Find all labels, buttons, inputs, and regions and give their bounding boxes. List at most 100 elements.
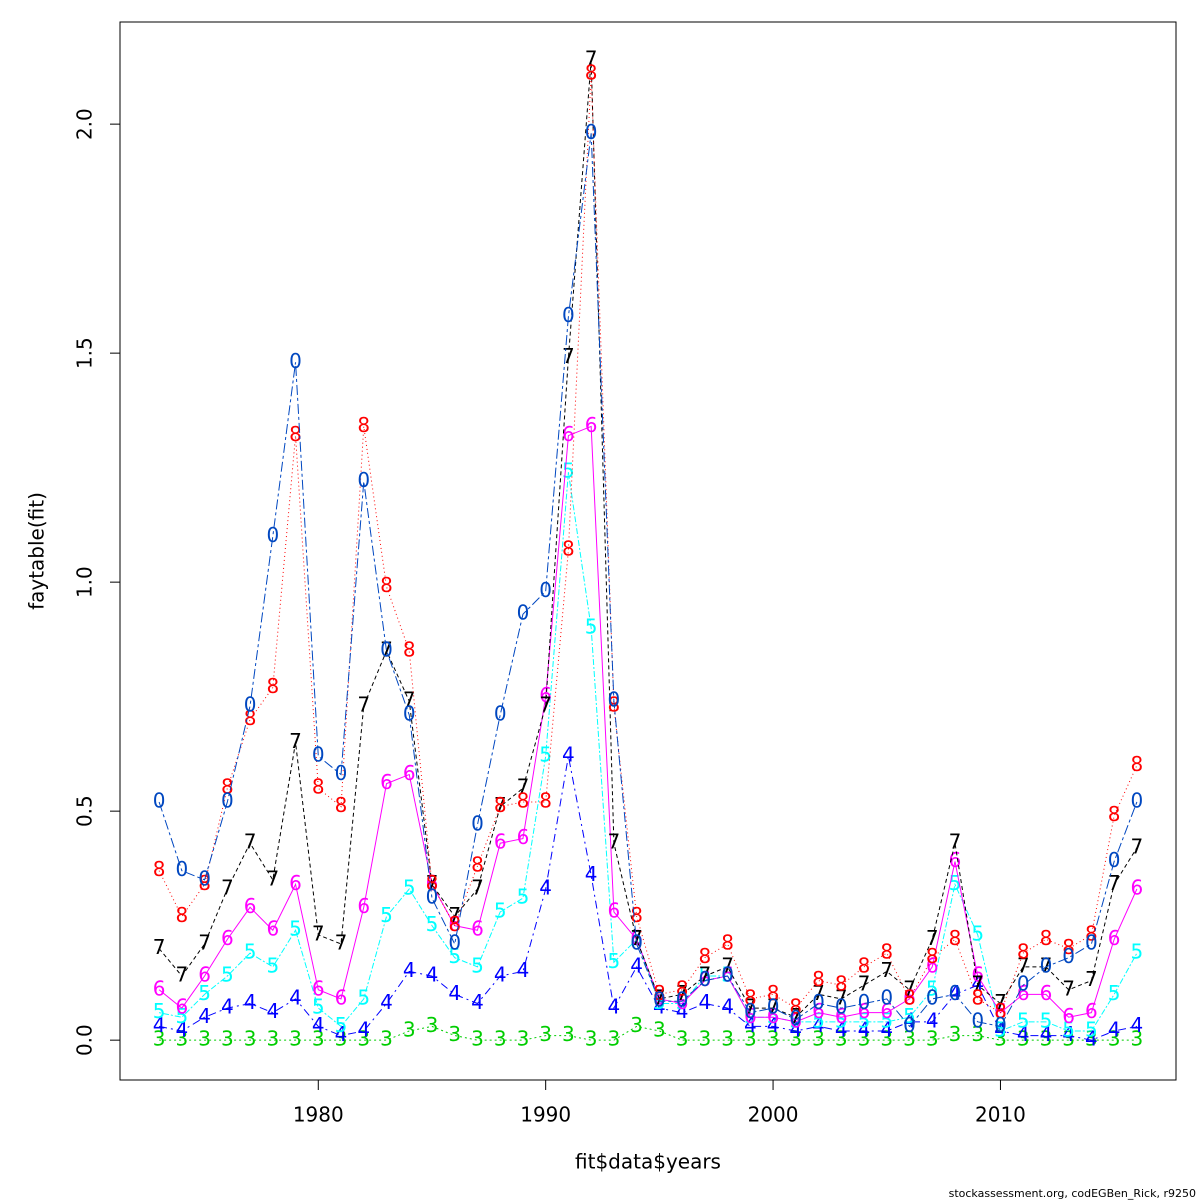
point-marker: 3 [630, 1013, 643, 1037]
point-marker: 4 [1040, 1022, 1053, 1046]
point-marker: 4 [471, 990, 484, 1014]
point-marker: 7 [448, 903, 461, 927]
point-marker: 6 [585, 413, 598, 437]
point-marker: 8 [198, 871, 211, 895]
point-marker: 6 [1062, 1004, 1075, 1028]
point-marker: 0 [494, 701, 507, 725]
point-marker: 4 [426, 963, 439, 987]
point-marker: 8 [539, 788, 552, 812]
point-marker: 3 [994, 1027, 1007, 1051]
point-marker: 3 [676, 1027, 689, 1051]
point-marker: 7 [676, 981, 689, 1005]
point-marker: 3 [403, 1017, 416, 1041]
point-marker: 5 [539, 743, 552, 767]
point-marker: 4 [289, 985, 302, 1009]
point-marker: 6 [971, 963, 984, 987]
point-marker: 6 [517, 825, 530, 849]
point-marker: 7 [471, 876, 484, 900]
point-marker: 5 [562, 459, 575, 483]
point-marker: 6 [835, 1004, 848, 1028]
point-marker: 0 [289, 349, 302, 373]
point-marker: 7 [630, 926, 643, 950]
point-marker: 0 [926, 985, 939, 1009]
point-marker: 6 [1040, 981, 1053, 1005]
point-marker: 6 [357, 894, 370, 918]
point-marker: 6 [903, 985, 916, 1009]
point-marker: 8 [949, 926, 962, 950]
point-marker: 6 [448, 912, 461, 936]
point-marker: 0 [994, 1013, 1007, 1037]
point-marker: 4 [539, 876, 552, 900]
point-marker: 0 [698, 967, 711, 991]
point-marker: 5 [835, 1008, 848, 1032]
point-marker: 4 [312, 1013, 325, 1037]
point-marker: 5 [1062, 1017, 1075, 1041]
point-marker: 8 [789, 995, 802, 1019]
point-marker: 7 [244, 830, 257, 854]
point-marker: 3 [153, 1027, 166, 1051]
point-marker: 0 [1131, 788, 1144, 812]
point-marker: 6 [266, 917, 279, 941]
point-marker: 6 [789, 1008, 802, 1032]
point-marker: 7 [562, 344, 575, 368]
point-marker: 5 [198, 981, 211, 1005]
point-marker: 7 [198, 930, 211, 954]
point-marker: 8 [153, 857, 166, 881]
point-marker: 4 [244, 990, 257, 1014]
point-marker: 6 [289, 871, 302, 895]
point-marker: 0 [153, 788, 166, 812]
point-marker: 0 [608, 688, 621, 712]
point-marker: 5 [153, 999, 166, 1023]
point-marker: 5 [653, 990, 666, 1014]
point-marker: 8 [357, 413, 370, 437]
point-marker: 5 [312, 995, 325, 1019]
point-marker: 6 [244, 894, 257, 918]
point-marker: 7 [494, 793, 507, 817]
point-marker: 3 [244, 1027, 257, 1051]
point-marker: 7 [903, 976, 916, 1000]
point-marker: 6 [539, 683, 552, 707]
series-line [159, 1025, 1137, 1041]
point-marker: 3 [949, 1022, 962, 1046]
point-marker: 4 [198, 1004, 211, 1028]
point-marker: 0 [949, 981, 962, 1005]
point-marker: 8 [1040, 926, 1053, 950]
point-marker: 7 [744, 995, 757, 1019]
point-marker: 8 [835, 972, 848, 996]
y-tick-label: 0.5 [73, 795, 97, 827]
point-marker: 3 [312, 1027, 325, 1051]
point-marker: 6 [403, 761, 416, 785]
point-marker: 5 [676, 990, 689, 1014]
point-marker: 5 [471, 953, 484, 977]
point-marker: 5 [221, 963, 234, 987]
point-marker: 4 [517, 958, 530, 982]
point-marker: 7 [653, 985, 666, 1009]
point-marker: 3 [789, 1027, 802, 1051]
y-tick-label: 2.0 [73, 108, 97, 140]
point-marker: 8 [448, 912, 461, 936]
point-marker: 3 [1131, 1027, 1144, 1051]
point-marker: 8 [562, 537, 575, 561]
point-marker: 7 [221, 876, 234, 900]
point-marker: 7 [1062, 976, 1075, 1000]
point-marker: 8 [335, 793, 348, 817]
point-marker: 8 [903, 985, 916, 1009]
y-axis-label: faytable(fit) [25, 492, 49, 610]
point-marker: 6 [1085, 999, 1098, 1023]
point-marker: 3 [585, 1027, 598, 1051]
point-marker: 3 [1040, 1027, 1053, 1051]
point-marker: 7 [812, 981, 825, 1005]
point-marker: 6 [175, 995, 188, 1019]
point-marker: 7 [949, 830, 962, 854]
point-marker: 8 [653, 981, 666, 1005]
point-marker: 0 [244, 692, 257, 716]
point-marker: 3 [198, 1027, 211, 1051]
caption: stockassessment.org, codEGBen_Rick, r925… [949, 1187, 1196, 1200]
point-marker: 7 [585, 47, 598, 71]
x-axis-label: fit$data$years [575, 1150, 721, 1174]
point-marker: 4 [153, 1013, 166, 1037]
point-marker: 5 [517, 885, 530, 909]
point-marker: 3 [971, 1022, 984, 1046]
point-marker: 3 [858, 1027, 871, 1051]
